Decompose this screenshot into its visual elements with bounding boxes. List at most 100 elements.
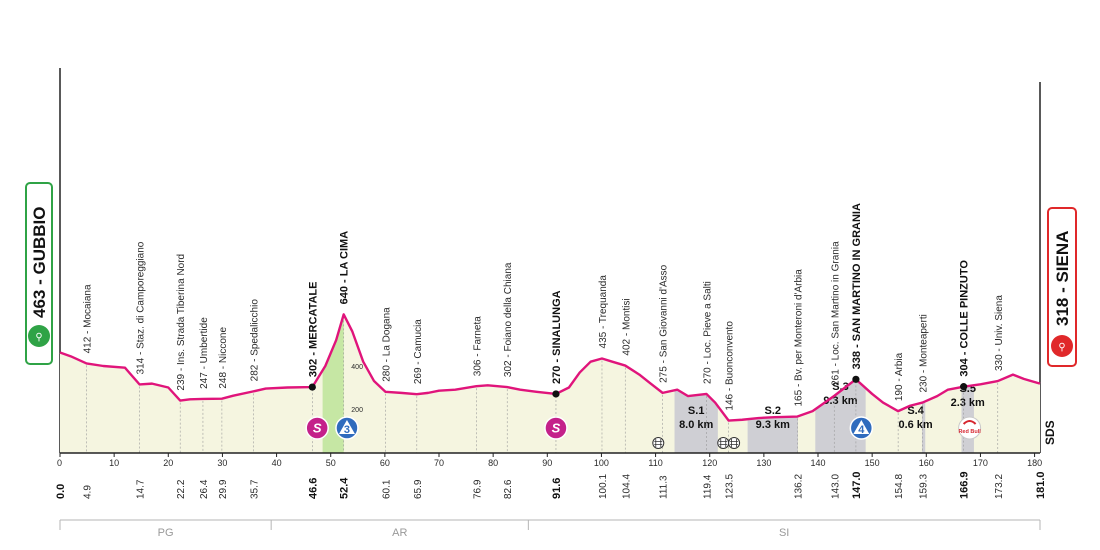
waypoint-label-3: 239 - Ins. Strada Tiberina Nord bbox=[176, 254, 187, 391]
waypoint-label-14: 435 - Trequanda bbox=[598, 275, 609, 349]
km-label-24: 166.9 bbox=[959, 471, 971, 499]
finish-cyclist-glyph: ⚲ bbox=[1058, 342, 1065, 353]
kom-mountain-icon bbox=[853, 420, 870, 434]
start-frame bbox=[25, 182, 53, 365]
km-label-18: 123.5 bbox=[725, 474, 736, 499]
x-tick-label-11: 100 bbox=[594, 458, 609, 468]
km-label-19: 136.2 bbox=[793, 474, 804, 499]
waypoint-label-19: 165 - Bv. per Monteroni d'Arbia bbox=[793, 269, 804, 407]
waypoint-label-1: 412 - Mocaiana bbox=[83, 284, 94, 353]
waypoint-label-6: 282 - Spedalicchio bbox=[249, 299, 260, 382]
km-label-finish: 181.0 bbox=[1035, 471, 1047, 499]
x-tick-label-16: 150 bbox=[865, 458, 880, 468]
waypoint-label-18: 146 - Buonconvento bbox=[725, 321, 736, 411]
waypoint-label-12: 302 - Foiano della Chiana bbox=[503, 262, 514, 377]
rail-crossing-glyph-3 bbox=[730, 439, 739, 447]
sector-band-2 bbox=[747, 416, 798, 453]
km-label-3: 22.2 bbox=[176, 479, 187, 499]
km-label-23: 159.3 bbox=[919, 474, 930, 499]
marker-dot-1 bbox=[308, 383, 316, 391]
rail-crossing-icon-1 bbox=[652, 437, 665, 449]
finish-cyclist-icon bbox=[1051, 335, 1073, 357]
waypoint-label-9: 280 - La Dogana bbox=[381, 307, 392, 382]
x-tick-label-18: 170 bbox=[973, 458, 988, 468]
km-label-13: 91.6 bbox=[551, 478, 563, 499]
sds-label: SDS bbox=[1043, 420, 1057, 445]
x-tick-label-7: 60 bbox=[380, 458, 390, 468]
x-tick-label-19: 180 bbox=[1027, 458, 1042, 468]
waypoint-label-layer: 0.0 181.0 4.9 14.7 22.2 26.4 29.9 35.7 46.6 52.4 6… bbox=[55, 203, 1047, 499]
region-label-1: PG bbox=[158, 527, 174, 539]
km-label-8: 52.4 bbox=[339, 477, 351, 499]
x-tick-label-8: 70 bbox=[434, 458, 444, 468]
x-tick-label-4: 30 bbox=[217, 458, 227, 468]
climb-shading-layer bbox=[322, 314, 344, 453]
km-label-20: 143.0 bbox=[830, 474, 841, 499]
km-label-2: 14.7 bbox=[136, 479, 147, 499]
x-tick-label-15: 140 bbox=[810, 458, 825, 468]
rail-crossing-icon-2 bbox=[717, 437, 730, 449]
waypoint-label-20: 261 - Loc. San Martino in Grania bbox=[830, 241, 841, 386]
region-label-3: SI bbox=[779, 527, 789, 539]
start-cyclist-glyph: ⚲ bbox=[35, 332, 42, 343]
sector-label-1: S.1 bbox=[688, 405, 705, 417]
climb-band bbox=[322, 314, 344, 453]
km-label-5: 29.9 bbox=[218, 479, 229, 499]
waypoint-label-23: 230 - Monteaperti bbox=[919, 314, 930, 392]
x-tick-label-17: 160 bbox=[919, 458, 934, 468]
kom-mountain-icon bbox=[338, 420, 355, 434]
waypoint-label-13: 270 - SINALUNGA bbox=[551, 290, 563, 384]
start-label-text: 463 - GUBBIO bbox=[30, 207, 49, 318]
y-scale-label-1: 400 bbox=[351, 364, 363, 371]
bonus-badge-text: Red Bull bbox=[958, 429, 981, 435]
km-label-10: 65.9 bbox=[413, 479, 424, 499]
x-tick-label-13: 120 bbox=[702, 458, 717, 468]
finish-label-text: 318 - SIENA bbox=[1053, 231, 1072, 326]
waypoint-label-22: 190 - Arbia bbox=[894, 352, 905, 401]
waypoint-label-11: 306 - Farneta bbox=[472, 316, 483, 376]
bonus-bull-icon bbox=[962, 420, 977, 425]
profile-line bbox=[59, 313, 1041, 422]
km-label-4: 26.4 bbox=[199, 479, 210, 499]
region-label-2: AR bbox=[392, 527, 407, 539]
x-tick-label-10: 90 bbox=[542, 458, 552, 468]
y-scale-layer: 400 200 bbox=[351, 364, 363, 414]
km-label-11: 76.9 bbox=[472, 479, 483, 499]
x-tick-label-9: 80 bbox=[488, 458, 498, 468]
sector-label-2: S.2 bbox=[765, 405, 782, 417]
y-scale-label-2: 200 bbox=[351, 407, 363, 414]
x-tick-label-6: 50 bbox=[326, 458, 336, 468]
waypoint-label-24: 304 - COLLE PINZUTO bbox=[959, 260, 971, 377]
waypoint-label-8: 640 - LA CIMA bbox=[339, 231, 351, 305]
x-tick-label-5: 40 bbox=[272, 458, 282, 468]
waypoint-label-5: 248 - Niccone bbox=[218, 327, 229, 389]
km-label-25: 173.2 bbox=[994, 474, 1005, 499]
sector-length-2: 9.3 km bbox=[756, 419, 790, 431]
km-label-9: 60.1 bbox=[381, 479, 392, 499]
km-label-7: 46.6 bbox=[307, 478, 319, 499]
x-tick-label-2: 10 bbox=[109, 458, 119, 468]
badge-layer: S 3 S 4 Red Bull bbox=[305, 416, 981, 449]
sector-band-1 bbox=[674, 389, 718, 453]
waypoint-label-15: 402 - Montisi bbox=[621, 298, 632, 355]
km-label-12: 82.6 bbox=[503, 479, 514, 499]
km-label-17: 119.4 bbox=[702, 474, 713, 499]
waypoint-label-2: 314 - Staz. di Camporeggiano bbox=[136, 241, 147, 374]
x-tick-label-14: 130 bbox=[756, 458, 771, 468]
waypoint-label-4: 247 - Umbertide bbox=[199, 317, 210, 389]
sprint-badge-text: S bbox=[313, 421, 322, 436]
marker-dot-3 bbox=[852, 375, 860, 383]
x-axis-layer: 10 20 30 40 50 60 70 80 90 100 110 120 130 140 150 160 1… bbox=[57, 452, 1042, 468]
sprint-badge-icon bbox=[544, 416, 568, 440]
sector-length-4: 0.6 km bbox=[898, 419, 932, 431]
rail-crossing-glyph-2 bbox=[719, 439, 728, 447]
km-label-16: 111.3 bbox=[659, 475, 670, 499]
km-label-21: 147.0 bbox=[851, 471, 863, 499]
km-label-start: 0.0 bbox=[55, 484, 67, 499]
x-tick-label-0: 0 bbox=[57, 458, 62, 468]
km-label-22: 154.8 bbox=[894, 474, 905, 499]
x-tick-label-12: 110 bbox=[648, 458, 662, 468]
rail-crossing-icon-3 bbox=[728, 437, 741, 449]
waypoint-label-25: 330 - Univ. Siena bbox=[994, 295, 1005, 371]
